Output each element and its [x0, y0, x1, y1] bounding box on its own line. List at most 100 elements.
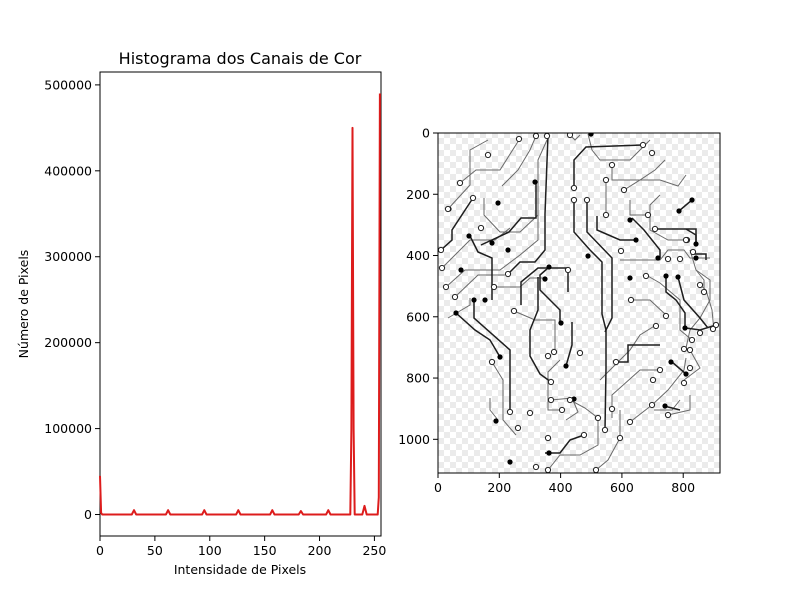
- y-tick-label: 200: [406, 187, 430, 202]
- circuit-pad: [489, 240, 494, 245]
- circuit-pad: [689, 337, 694, 342]
- circuit-pad: [618, 248, 623, 253]
- circuit-pad: [527, 410, 532, 415]
- circuit-pad: [489, 359, 494, 364]
- circuit-pad: [681, 380, 686, 385]
- circuit-pad: [478, 225, 483, 230]
- circuit-pad: [571, 185, 576, 190]
- circuit-pad: [515, 425, 520, 430]
- y-tick-label: 200000: [44, 335, 92, 350]
- circuit-pad: [710, 326, 715, 331]
- circuit-pad: [452, 294, 457, 299]
- circuit-pad: [621, 187, 626, 192]
- circuit-pad: [563, 363, 568, 368]
- circuit-pad: [687, 347, 692, 352]
- x-tick-label: 600: [610, 480, 634, 495]
- circuit-pad: [458, 267, 463, 272]
- circuit-pad: [548, 379, 553, 384]
- circuit-pad: [545, 353, 550, 358]
- y-tick-label: 400: [406, 248, 430, 263]
- plot-area: [100, 72, 381, 536]
- circuit-pad: [485, 152, 490, 157]
- circuit-pad: [482, 297, 487, 302]
- circuit-pad: [567, 397, 572, 402]
- circuit-pad: [533, 133, 538, 138]
- x-tick-label: 150: [253, 543, 277, 558]
- circuit-pad: [558, 320, 563, 325]
- circuit-pad: [457, 180, 462, 185]
- y-tick-label: 100000: [44, 421, 92, 436]
- circuit-pad: [683, 237, 688, 242]
- circuit-pad: [663, 273, 668, 278]
- x-tick-label: 250: [362, 543, 386, 558]
- circuit-pad: [690, 249, 695, 254]
- x-tick-label: 200: [487, 480, 511, 495]
- circuit-pad: [466, 233, 471, 238]
- circuit-pad: [665, 256, 670, 261]
- circuit-pad: [650, 377, 655, 382]
- circuit-pad: [471, 297, 476, 302]
- circuit-pad: [653, 323, 658, 328]
- circuit-pad: [493, 418, 498, 423]
- circuit-pad: [662, 403, 667, 408]
- circuit-pad: [649, 150, 654, 155]
- circuit-pad: [585, 253, 590, 258]
- circuit-pad: [627, 217, 632, 222]
- y-axis-label: Número de Pixels: [16, 250, 31, 359]
- x-axis-label: Intensidade de Pixels: [174, 562, 306, 577]
- x-tick-label: 400: [549, 480, 573, 495]
- circuit-pad: [546, 264, 551, 269]
- circuit-pad: [697, 282, 702, 287]
- y-tick-label: 1000: [398, 432, 430, 447]
- circuit-pad: [507, 409, 512, 414]
- y-tick-label: 300000: [44, 249, 92, 264]
- circuit-pad: [470, 195, 475, 200]
- circuit-pad: [663, 313, 668, 318]
- circuit-pad: [544, 133, 549, 138]
- x-tick-label: 100: [198, 543, 222, 558]
- circuit-pad: [657, 367, 662, 372]
- circuit-pad: [697, 330, 702, 335]
- circuit-pad: [633, 237, 638, 242]
- circuit-pad: [559, 407, 564, 412]
- circuit-pad: [516, 136, 521, 141]
- circuit-pad: [668, 359, 673, 364]
- circuit-pad: [577, 350, 582, 355]
- circuit-pad: [693, 255, 698, 260]
- circuit-pad: [627, 275, 632, 280]
- y-tick-label: 500000: [44, 77, 92, 92]
- circuit-pad: [542, 276, 547, 281]
- circuit-pad: [439, 265, 444, 270]
- y-tick-label: 600: [406, 309, 430, 324]
- circuit-pad: [581, 432, 586, 437]
- circuit-pad: [675, 274, 680, 279]
- circuit-pad: [584, 197, 589, 202]
- circuit-pad: [603, 177, 608, 182]
- circuit-pad: [677, 256, 682, 261]
- y-tick-label: 0: [84, 507, 92, 522]
- circuit-pad: [495, 200, 500, 205]
- circuit-pad: [445, 206, 450, 211]
- circuit-pad: [505, 247, 510, 252]
- circuit-pad: [497, 354, 502, 359]
- circuit-pad: [511, 308, 516, 313]
- circuit-pad: [640, 142, 645, 147]
- circuit-pad: [655, 255, 660, 260]
- circuit-pad: [617, 435, 622, 440]
- x-tick-label: 200: [308, 543, 332, 558]
- circuit-pad: [649, 402, 654, 407]
- circuit-pad: [507, 459, 512, 464]
- y-tick-label: 0: [422, 126, 430, 141]
- circuit-pad: [491, 284, 496, 289]
- circuit-pad: [687, 365, 692, 370]
- circuit-pad: [693, 241, 698, 246]
- circuit-pad: [545, 435, 550, 440]
- circuit-pad: [652, 226, 657, 231]
- y-tick-label: 400000: [44, 163, 92, 178]
- x-tick-label: 0: [434, 480, 442, 495]
- circuit-pad: [603, 212, 608, 217]
- circuit-pad: [545, 467, 550, 472]
- circuit-pad: [548, 397, 553, 402]
- circuit-pad: [593, 467, 598, 472]
- circuit-pad: [609, 406, 614, 411]
